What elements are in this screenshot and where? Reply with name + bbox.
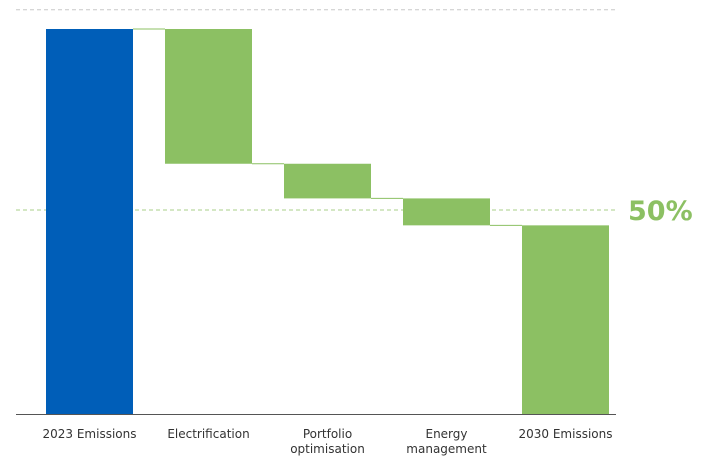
category-labels: 2023 Emissions Electrification Portfolio op…: [43, 427, 613, 456]
category-label-line: 2023 Emissions: [43, 427, 137, 441]
bar-2: [165, 29, 252, 164]
connectors: [133, 28, 522, 226]
target-reference-label: 50%: [628, 196, 693, 227]
category-label-line: Portfolio: [303, 427, 352, 441]
bar-1: [46, 29, 133, 414]
category-label-1: 2023 Emissions: [43, 427, 137, 441]
bars: [46, 29, 609, 414]
category-label-5: 2030 Emissions: [519, 427, 613, 441]
bar-5: [522, 225, 609, 414]
category-label-line: management: [406, 442, 487, 456]
category-label-3: Portfolio optimisation: [290, 427, 365, 456]
bar-4: [403, 198, 490, 226]
category-label-line: optimisation: [290, 442, 365, 456]
category-label-4: Energy management: [406, 427, 487, 456]
category-label-line: 2030 Emissions: [519, 427, 613, 441]
category-label-2: Electrification: [167, 427, 249, 441]
category-label-line: Electrification: [167, 427, 249, 441]
bar-3: [284, 163, 371, 199]
category-label-line: Energy: [425, 427, 467, 441]
